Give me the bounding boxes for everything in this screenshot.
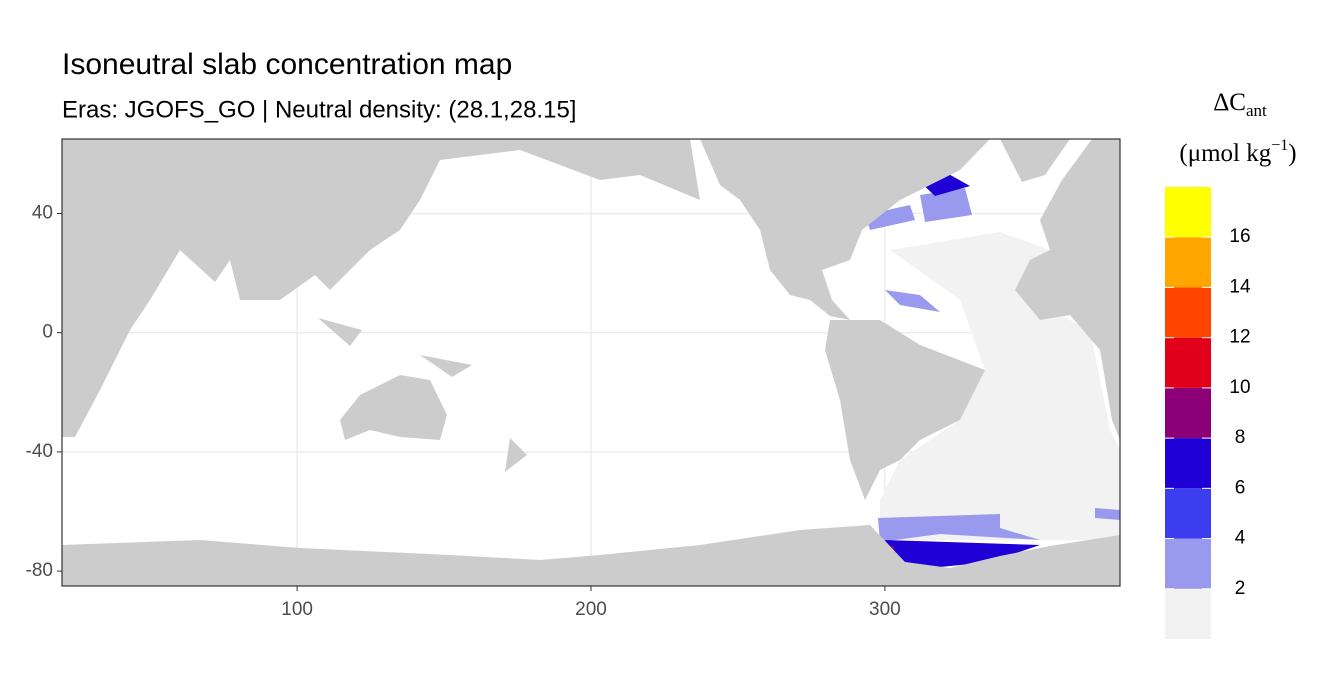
colorbar-bin — [1165, 337, 1211, 388]
x-tick-label: 100 — [281, 599, 313, 620]
legend-title: ΔCant — [1213, 89, 1267, 120]
concentration-patch — [865, 205, 915, 230]
colorbar-bin — [1165, 438, 1211, 489]
concentration-patch — [1095, 508, 1120, 520]
concentration-patch — [920, 188, 972, 222]
legend-unit-sup: −1 — [1271, 137, 1288, 154]
legend-unit: (μmol kg−1) — [1179, 137, 1296, 167]
chart-subtitle: Eras: JGOFS_GO | Neutral density: (28.1,… — [62, 96, 576, 123]
colorbar-bin — [1165, 488, 1211, 539]
land — [62, 139, 1120, 586]
colorbar-bin — [1165, 287, 1211, 338]
y-tick-label: 40 — [32, 203, 53, 224]
colorbar-bin — [1165, 538, 1211, 589]
x-tick-label: 200 — [575, 599, 607, 620]
colorbar-bin — [1165, 588, 1211, 639]
colorbar-label: 16 — [1229, 226, 1250, 247]
colorbar-label: 4 — [1235, 528, 1246, 549]
concentration-patch — [878, 514, 1040, 542]
colorbar-bin — [1165, 187, 1211, 238]
chart-title: Isoneutral slab concentration map — [62, 48, 512, 81]
concentration-patch — [880, 232, 1120, 540]
colorbar-label: 8 — [1235, 427, 1246, 448]
colorbar-label: 12 — [1229, 327, 1250, 348]
legend-title-sub: ant — [1246, 101, 1267, 120]
legend-title-main: ΔC — [1213, 89, 1246, 116]
colorbar-bin — [1165, 237, 1211, 288]
y-tick-label: -80 — [26, 560, 53, 581]
y-tick-label: 0 — [42, 322, 53, 343]
colorbar-bin — [1165, 387, 1211, 439]
colorbar-label: 2 — [1235, 578, 1246, 599]
legend-unit-main: (μmol kg — [1179, 140, 1271, 167]
x-tick-label: 300 — [869, 599, 901, 620]
legend-unit-close: ) — [1288, 140, 1296, 167]
colorbar-label: 10 — [1229, 377, 1250, 398]
colorbar-label: 14 — [1229, 276, 1251, 297]
concentration-patch — [885, 290, 940, 312]
colorbar-label: 6 — [1235, 477, 1246, 498]
y-tick-label: -40 — [26, 441, 53, 462]
concentration-patch — [885, 540, 1040, 567]
